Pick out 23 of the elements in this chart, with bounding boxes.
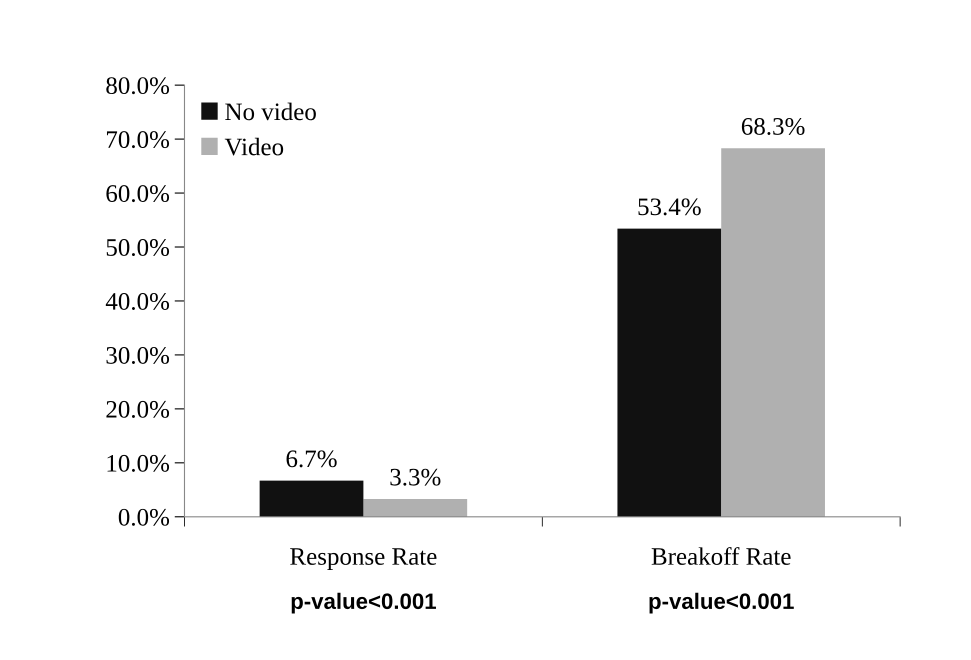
legend-label: Video — [224, 138, 284, 156]
y-tick-label: 50.0% — [106, 239, 170, 256]
text: p-value<0.001 — [649, 592, 794, 614]
y-tick-label: 0.0% — [118, 508, 170, 526]
data-label: 53.4% — [638, 198, 701, 216]
legend-label: No video — [225, 102, 316, 120]
data-label: 3.3% — [390, 468, 440, 486]
x-tick-label: Response Rate — [290, 548, 436, 570]
y-tick-label: 20.0% — [106, 400, 170, 418]
bar — [363, 498, 468, 517]
y-tick-label: 70.0% — [106, 131, 170, 148]
data-label: 6.7% — [286, 450, 337, 468]
bar — [617, 228, 722, 517]
bar — [721, 148, 825, 517]
y-tick-label: 60.0% — [106, 185, 170, 202]
x-tick-label: Breakoff Rate — [652, 547, 791, 565]
bar — [260, 480, 364, 517]
y-tick-label: 30.0% — [106, 346, 170, 364]
text: p-value<0.001 — [292, 592, 436, 614]
y-tick-label: 80.0% — [106, 77, 170, 94]
y-tick-label: 40.0% — [106, 293, 170, 310]
data-label: 68.3% — [742, 118, 805, 135]
y-tick-label: 10.0% — [108, 454, 170, 472]
